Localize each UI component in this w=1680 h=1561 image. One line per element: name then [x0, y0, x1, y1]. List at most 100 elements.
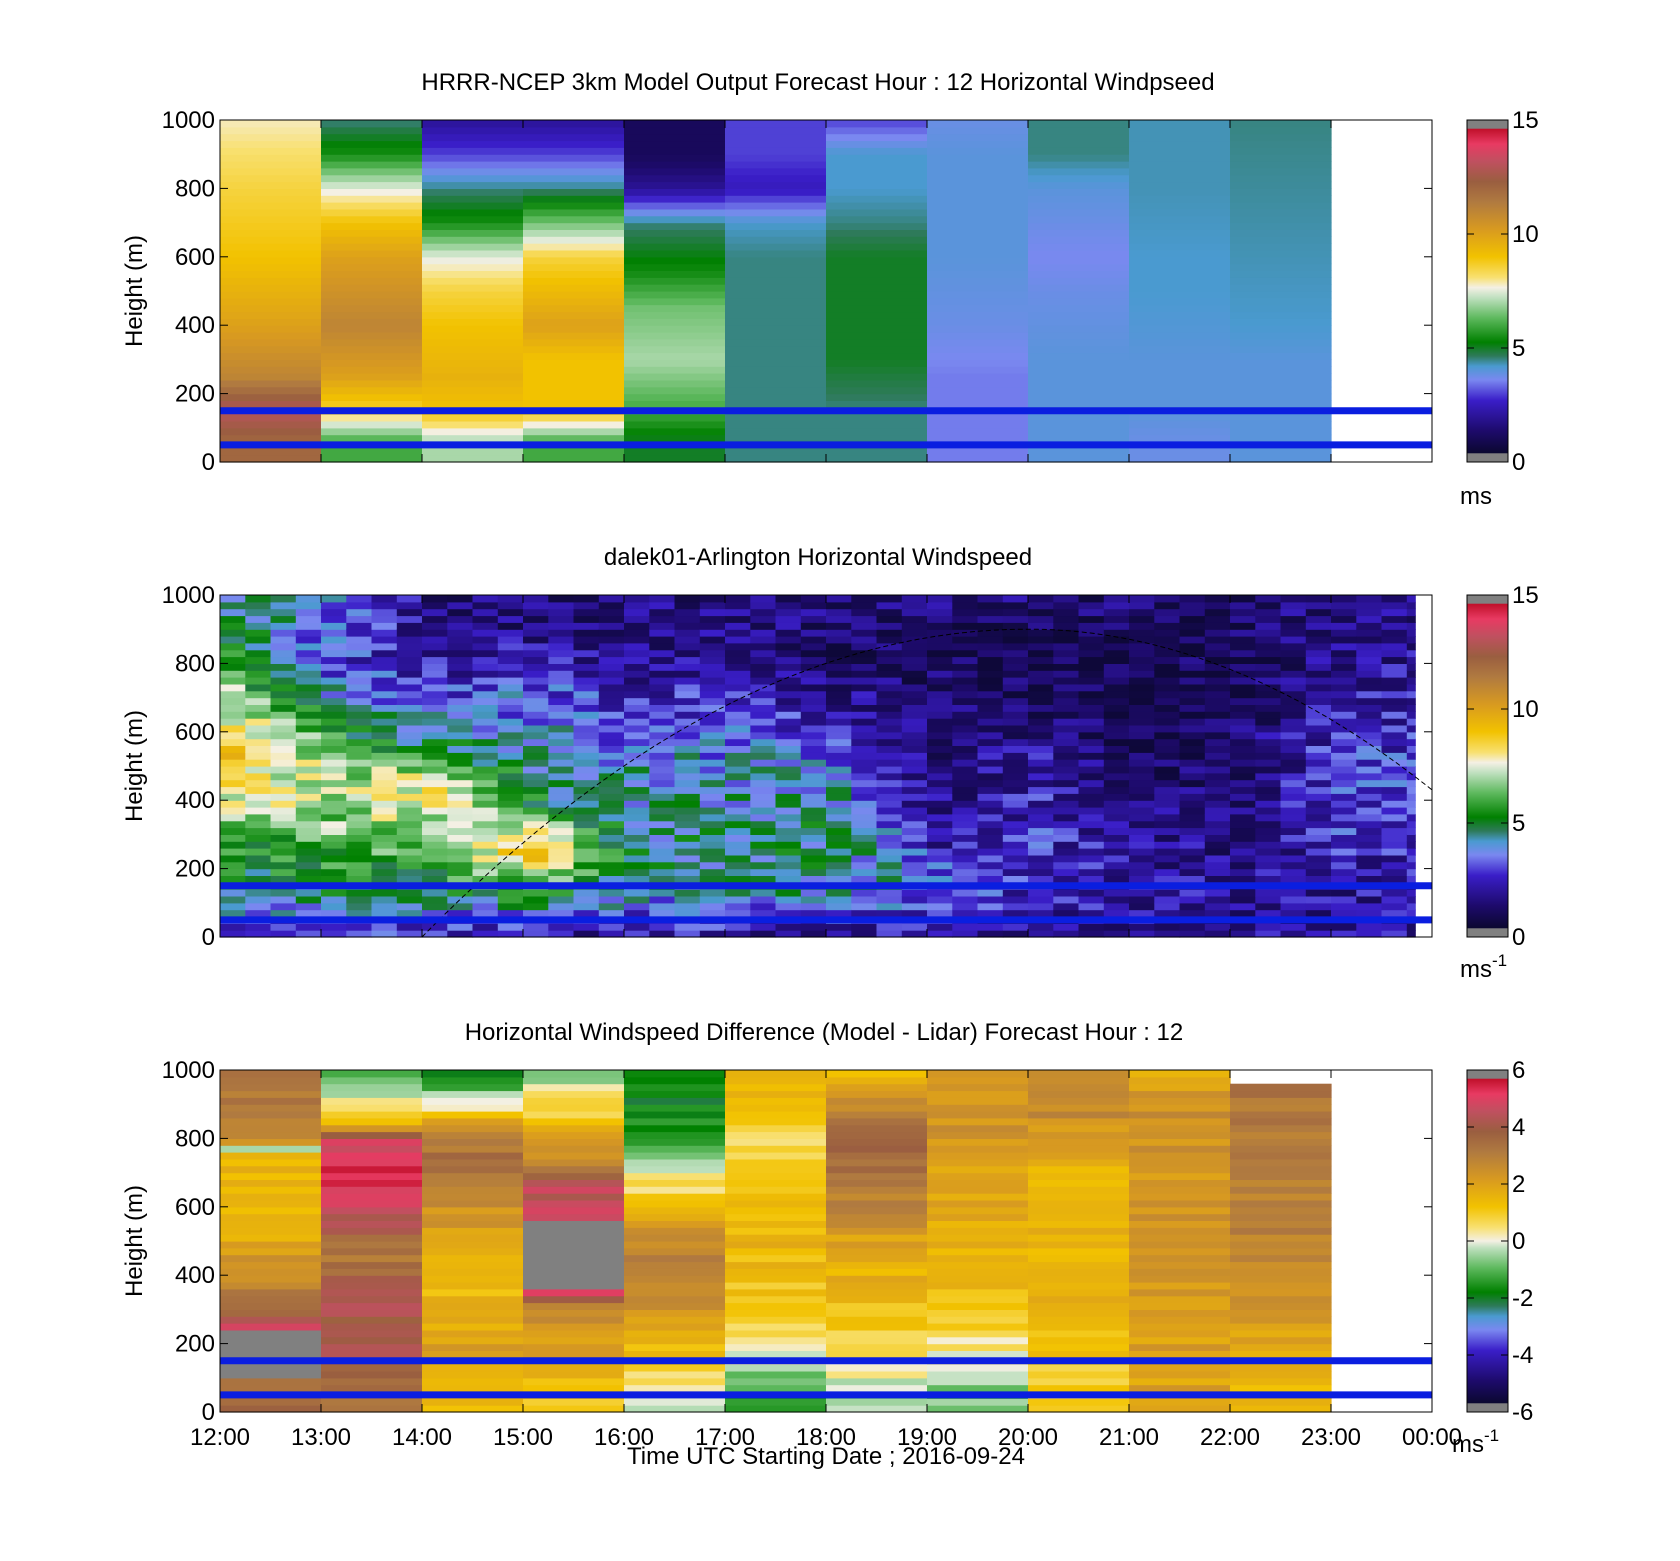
- heatmap-cell: [800, 848, 827, 856]
- heatmap-cell: [497, 629, 524, 637]
- heatmap-cell: [725, 338, 827, 347]
- heatmap-cell: [699, 827, 726, 835]
- heatmap-cell: [346, 834, 373, 842]
- heatmap-cell: [699, 772, 726, 781]
- heatmap-cell: [750, 923, 777, 931]
- heatmap-cell: [674, 622, 701, 630]
- heatmap-cell: [321, 1179, 423, 1187]
- heatmap-cell: [1179, 930, 1206, 938]
- heatmap-cell: [1230, 421, 1332, 429]
- heatmap-cell: [1230, 622, 1256, 630]
- heatmap-cell: [750, 841, 777, 849]
- heatmap-cell: [1230, 786, 1256, 794]
- heatmap-cell: [321, 195, 423, 203]
- heatmap-cell: [1406, 745, 1416, 753]
- heatmap-cell: [800, 820, 827, 829]
- heatmap-cell: [1331, 854, 1357, 863]
- heatmap-cell: [725, 697, 751, 705]
- heatmap-cell: [523, 1377, 625, 1386]
- heatmap-cell: [1103, 902, 1130, 911]
- heatmap-cell: [901, 772, 928, 781]
- heatmap-cell: [1103, 759, 1130, 767]
- heatmap-cell: [523, 629, 549, 637]
- heatmap-cell: [876, 841, 903, 849]
- heatmap-cell: [1204, 930, 1231, 938]
- heatmap-cell: [725, 304, 827, 313]
- heatmap-cell: [270, 854, 297, 863]
- heatmap-cell: [220, 256, 322, 265]
- heatmap-cell: [1154, 861, 1181, 870]
- heatmap-cell: [422, 718, 448, 726]
- heatmap-cell: [1305, 704, 1332, 712]
- heatmap-cell: [1305, 820, 1332, 829]
- heatmap-cell: [624, 861, 650, 870]
- heatmap-cell: [1356, 608, 1383, 617]
- heatmap-cell: [977, 896, 1004, 904]
- heatmap-cell: [1179, 902, 1206, 911]
- heatmap-cell: [295, 868, 322, 876]
- heatmap-cell: [725, 615, 751, 623]
- heatmap-cell: [826, 738, 852, 746]
- heatmap-cell: [1230, 889, 1256, 897]
- heatmap-cell: [523, 1090, 625, 1098]
- heatmap-cell: [396, 595, 423, 603]
- heatmap-cell: [371, 663, 398, 671]
- heatmap-cell: [624, 1241, 726, 1249]
- heatmap-cell: [624, 243, 726, 251]
- heatmap-cell: [422, 738, 448, 746]
- heatmap-cell: [321, 1097, 423, 1105]
- colorbar-tick-label: 10: [1512, 221, 1539, 248]
- heatmap-cell: [346, 766, 373, 774]
- heatmap-cell: [952, 670, 979, 678]
- heatmap-cell: [1129, 1165, 1231, 1174]
- heatmap-cell: [750, 656, 777, 664]
- heatmap-cell: [649, 677, 676, 685]
- heatmap-cell: [699, 813, 726, 822]
- heatmap-cell: [1356, 595, 1383, 603]
- heatmap-cell: [1230, 1261, 1332, 1269]
- heatmap-cell: [321, 718, 347, 726]
- heatmap-cell: [1331, 622, 1357, 630]
- heatmap-cell: [497, 718, 524, 726]
- heatmap-cell: [927, 243, 1029, 251]
- heatmap-cell: [371, 807, 398, 815]
- heatmap-cell: [927, 1220, 1029, 1228]
- heatmap-cell: [321, 1220, 423, 1228]
- heatmap-cell: [321, 359, 423, 367]
- heatmap-cell: [851, 670, 878, 678]
- heatmap-cell: [826, 188, 928, 196]
- heatmap-cell: [1078, 889, 1105, 897]
- heatmap-cell: [1154, 642, 1181, 651]
- heatmap-cell: [1406, 875, 1416, 883]
- heatmap-cell: [422, 1234, 524, 1242]
- heatmap-cell: [725, 434, 827, 442]
- heatmap-cell: [1028, 759, 1054, 767]
- heatmap-cell: [371, 820, 398, 829]
- heatmap-cell: [750, 807, 777, 815]
- heatmap-cell: [1129, 677, 1155, 685]
- heatmap-cell: [1129, 1261, 1231, 1269]
- heatmap-cell: [1103, 683, 1130, 692]
- heatmap-cell: [1154, 930, 1181, 938]
- heatmap-cell: [1129, 663, 1155, 671]
- heatmap-cell: [220, 1158, 322, 1167]
- heatmap-cell: [346, 690, 373, 699]
- heatmap-cell: [220, 366, 322, 374]
- heatmap-cell: [1179, 807, 1206, 815]
- heatmap-cell: [1129, 222, 1231, 230]
- heatmap-cell: [422, 1302, 524, 1310]
- heatmap-cell: [725, 455, 827, 463]
- heatmap-cell: [1129, 636, 1155, 644]
- heatmap-cell: [800, 656, 827, 664]
- heatmap-cell: [1103, 629, 1130, 637]
- heatmap-cell: [800, 697, 827, 705]
- heatmap-cell: [624, 455, 726, 463]
- heatmap-cell: [472, 690, 499, 699]
- heatmap-cell: [422, 875, 448, 883]
- heatmap-cell: [1053, 902, 1080, 911]
- heatmap-cell: [447, 752, 474, 760]
- heatmap-cell: [927, 270, 1029, 278]
- heatmap-cell: [422, 243, 524, 251]
- heatmap-cell: [422, 427, 524, 436]
- heatmap-cell: [220, 284, 322, 292]
